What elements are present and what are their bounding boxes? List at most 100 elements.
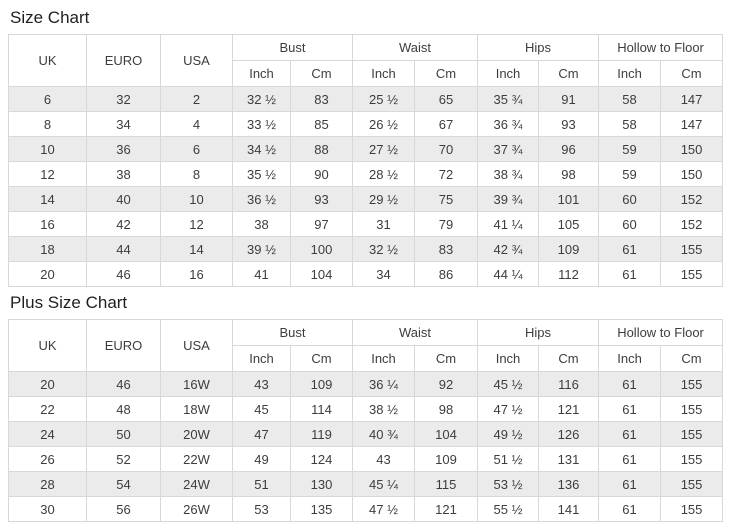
data-cell: 124 — [289, 446, 354, 472]
data-cell: 72 — [414, 161, 479, 187]
data-cell: 44 — [86, 236, 161, 262]
data-cell: 40 ¾ — [352, 421, 416, 447]
data-cell: 150 — [660, 161, 724, 187]
data-cell: 61 — [598, 471, 662, 497]
subheader-hollow-to-floor-inch: Inch — [598, 60, 662, 87]
data-cell: 101 — [538, 186, 600, 212]
data-cell: 38 — [86, 161, 161, 187]
subheader-bust-cm: Cm — [289, 60, 354, 87]
data-cell: 27 ½ — [352, 136, 416, 162]
data-cell: 14 — [160, 236, 233, 262]
data-cell: 10 — [8, 136, 87, 162]
subheader-waist-cm: Cm — [414, 60, 479, 87]
data-cell: 83 — [414, 236, 479, 262]
subheader-hollow-to-floor-inch: Inch — [598, 345, 662, 372]
table-row: 10 36 6 34 ½ 88 27 ½ 70 37 ¾ 96 59 150 — [8, 136, 724, 162]
data-cell: 61 — [598, 371, 662, 397]
data-cell: 26 — [8, 446, 87, 472]
data-cell: 104 — [414, 421, 479, 447]
data-cell: 16 — [160, 261, 233, 287]
data-cell: 150 — [660, 136, 724, 162]
table-row: 20 46 16 41 104 34 86 44 ¼ 112 61 155 — [8, 261, 724, 287]
data-cell: 30 — [8, 496, 87, 522]
column-header-uk: UK — [8, 319, 87, 372]
data-cell: 45 — [232, 396, 291, 422]
data-cell: 155 — [660, 471, 724, 497]
table-row: 16 42 12 38 97 31 79 41 ¼ 105 60 152 — [8, 211, 724, 237]
group-header-hips: Hips — [477, 319, 600, 346]
data-cell: 34 — [352, 261, 416, 287]
data-cell: 61 — [598, 236, 662, 262]
data-cell: 43 — [232, 371, 291, 397]
plus-size-chart-section: Plus Size Chart UK EURO USA Bust Waist Hips Ho… — [8, 287, 724, 522]
data-cell: 131 — [538, 446, 600, 472]
group-header-hollow-to-floor: Hollow to Floor — [598, 34, 724, 61]
data-cell: 37 ¾ — [477, 136, 540, 162]
data-cell: 147 — [660, 111, 724, 137]
data-cell: 121 — [414, 496, 479, 522]
data-cell: 39 ½ — [232, 236, 291, 262]
data-cell: 49 ½ — [477, 421, 540, 447]
data-cell: 54 — [86, 471, 161, 497]
data-cell: 119 — [289, 421, 354, 447]
table-row: 26 52 22W 49 124 43 109 51 ½ 131 61 155 — [8, 446, 724, 472]
data-cell: 86 — [414, 261, 479, 287]
data-cell: 53 — [232, 496, 291, 522]
data-cell: 58 — [598, 86, 662, 112]
data-cell: 39 ¾ — [477, 186, 540, 212]
data-cell: 152 — [660, 186, 724, 212]
data-cell: 32 ½ — [352, 236, 416, 262]
data-cell: 36 ¾ — [477, 111, 540, 137]
data-cell: 20 — [8, 371, 87, 397]
data-cell: 93 — [538, 111, 600, 137]
data-cell: 126 — [538, 421, 600, 447]
plus-size-chart-table: UK EURO USA Bust Waist Hips Hollow to Floor Inc… — [8, 319, 724, 522]
data-cell: 16W — [160, 371, 233, 397]
data-cell: 155 — [660, 236, 724, 262]
table-row: 24 50 20W 47 119 40 ¾ 104 49 ½ 126 61 155 — [8, 421, 724, 447]
data-cell: 24 — [8, 421, 87, 447]
data-cell: 47 ½ — [352, 496, 416, 522]
data-cell: 155 — [660, 396, 724, 422]
group-header-waist: Waist — [352, 319, 479, 346]
data-cell: 51 ½ — [477, 446, 540, 472]
subheader-waist-inch: Inch — [352, 60, 416, 87]
data-cell: 155 — [660, 496, 724, 522]
data-cell: 31 — [352, 211, 416, 237]
table-row: 20 46 16W 43 109 36 ¼ 92 45 ½ 116 61 155 — [8, 371, 724, 397]
data-cell: 28 — [8, 471, 87, 497]
data-cell: 24W — [160, 471, 233, 497]
data-cell: 36 ½ — [232, 186, 291, 212]
data-cell: 16 — [8, 211, 87, 237]
subheader-bust-cm: Cm — [289, 345, 354, 372]
data-cell: 155 — [660, 421, 724, 447]
data-cell: 45 ½ — [477, 371, 540, 397]
data-cell: 26W — [160, 496, 233, 522]
data-cell: 90 — [289, 161, 354, 187]
column-header-uk: UK — [8, 34, 87, 87]
data-cell: 85 — [289, 111, 354, 137]
table-row: 8 34 4 33 ½ 85 26 ½ 67 36 ¾ 93 58 147 — [8, 111, 724, 137]
data-cell: 93 — [289, 186, 354, 212]
data-cell: 26 ½ — [352, 111, 416, 137]
subheader-hollow-to-floor-cm: Cm — [660, 60, 724, 87]
data-cell: 34 ½ — [232, 136, 291, 162]
column-header-usa: USA — [160, 34, 233, 87]
data-cell: 59 — [598, 136, 662, 162]
data-cell: 6 — [160, 136, 233, 162]
data-cell: 49 — [232, 446, 291, 472]
column-header-euro: EURO — [86, 34, 161, 87]
data-cell: 75 — [414, 186, 479, 212]
data-cell: 8 — [8, 111, 87, 137]
data-cell: 41 ¼ — [477, 211, 540, 237]
data-cell: 50 — [86, 421, 161, 447]
data-cell: 109 — [538, 236, 600, 262]
data-cell: 92 — [414, 371, 479, 397]
data-cell: 46 — [86, 371, 161, 397]
data-cell: 135 — [289, 496, 354, 522]
group-header-hips: Hips — [477, 34, 600, 61]
data-cell: 32 ½ — [232, 86, 291, 112]
subheader-waist-inch: Inch — [352, 345, 416, 372]
data-cell: 53 ½ — [477, 471, 540, 497]
